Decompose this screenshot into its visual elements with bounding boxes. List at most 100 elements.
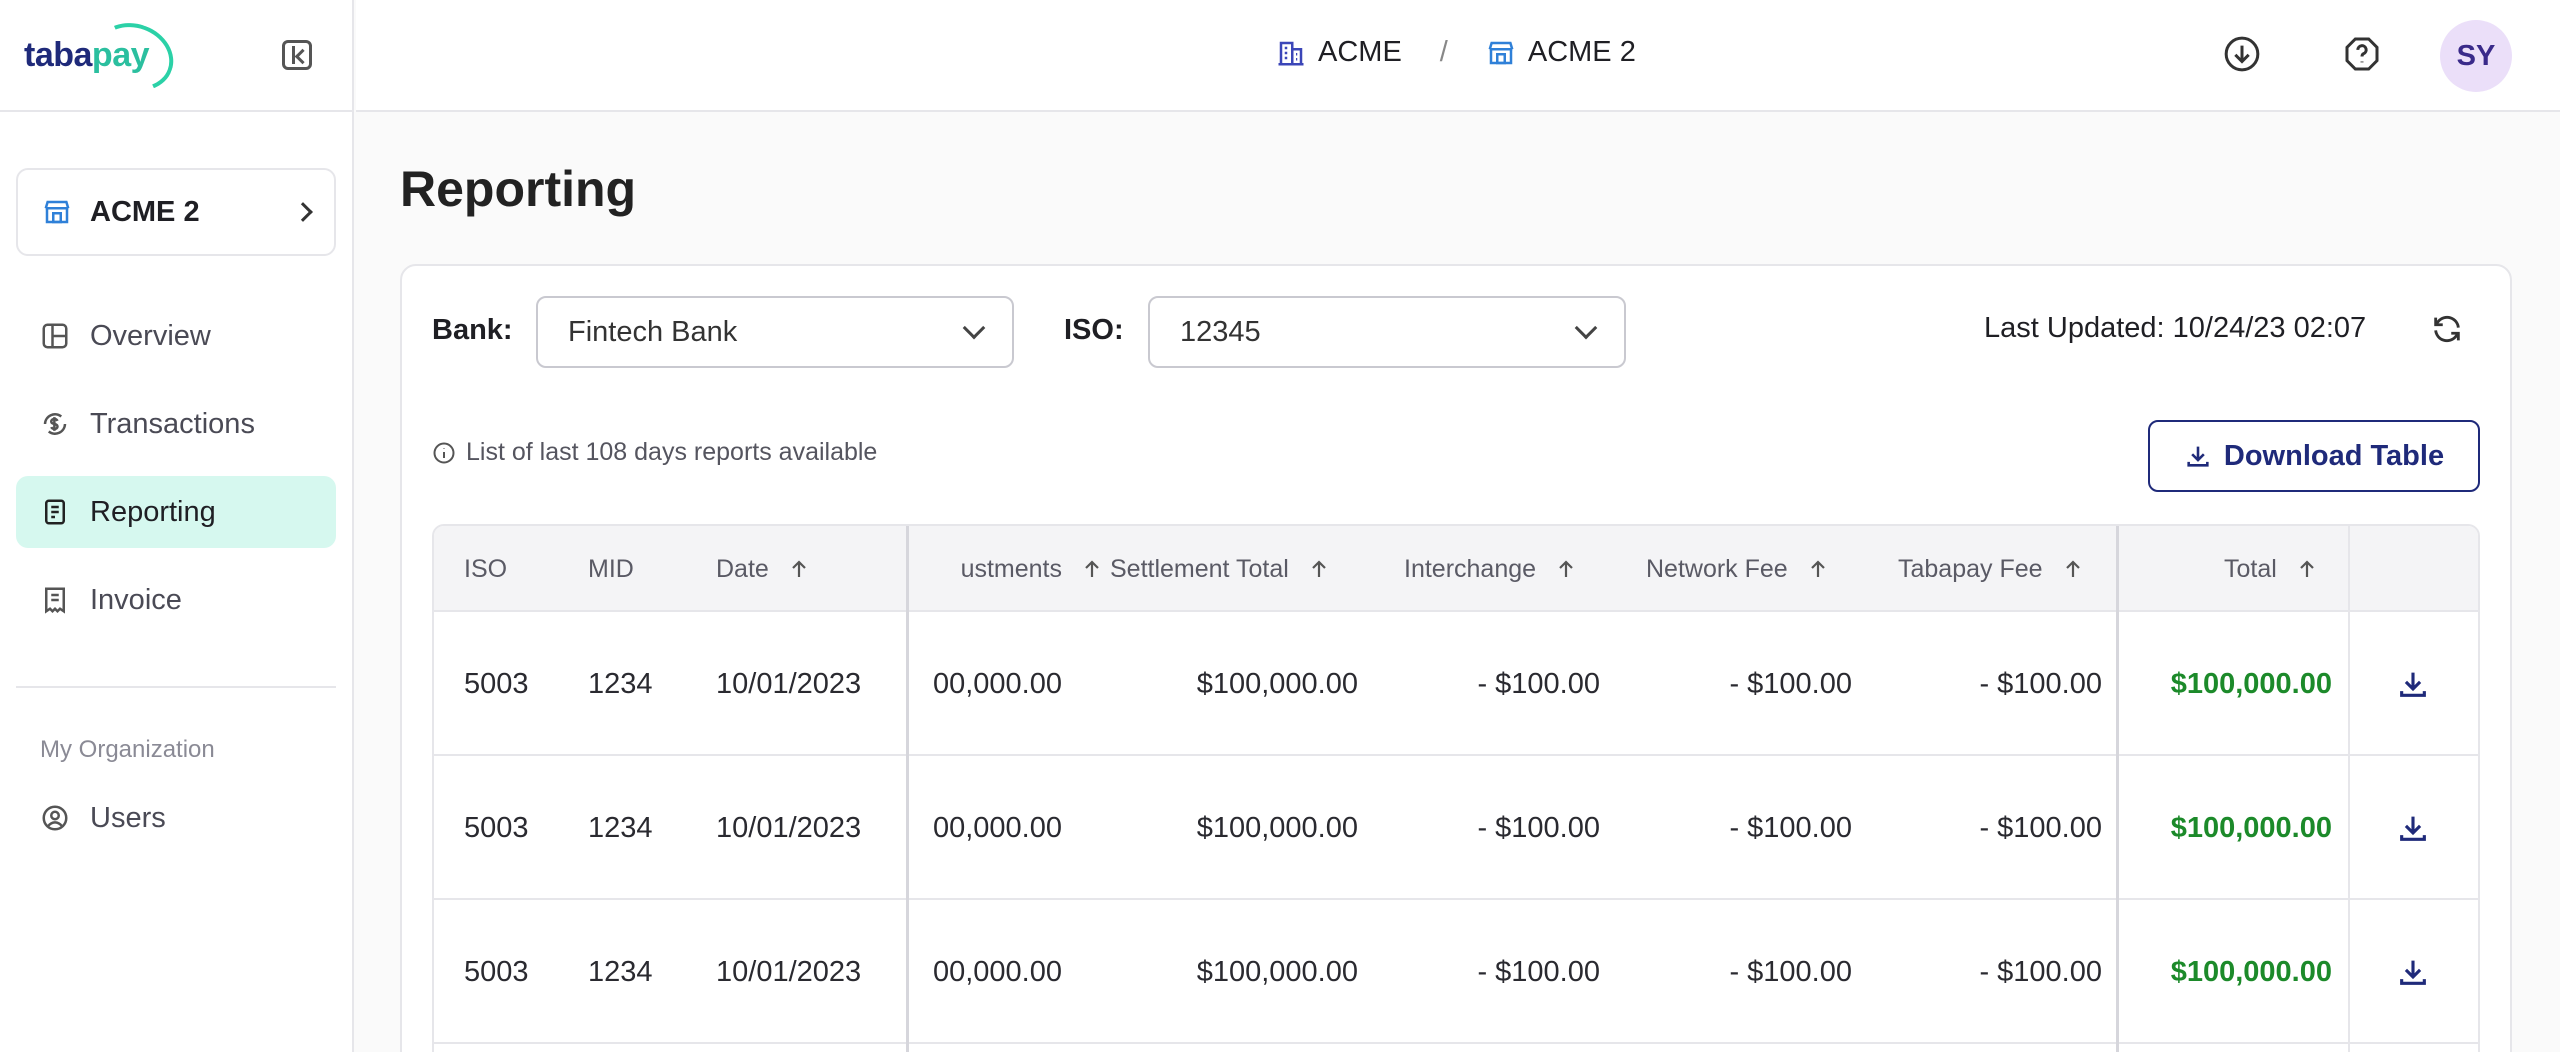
- cell-mid: 1234: [588, 955, 653, 988]
- row-download-button[interactable]: [2396, 756, 2430, 900]
- cell-mid: 1234: [588, 667, 653, 700]
- invoice-icon: [45, 587, 65, 614]
- sidebar-item-label: Invoice: [90, 583, 182, 616]
- avatar[interactable]: SY: [2440, 20, 2512, 92]
- table-row: 5003 1234 10/01/2023 00,000.00 $100,000.…: [434, 900, 2478, 1044]
- sidebar-header: taba pay: [0, 0, 352, 112]
- org-switcher[interactable]: ACME 2: [16, 168, 336, 256]
- cell-date: 10/01/2023: [716, 955, 862, 988]
- logo-text-pay: pay: [91, 35, 150, 74]
- row-download-button[interactable]: [2396, 900, 2430, 1044]
- bank-select[interactable]: Fintech Bank: [536, 296, 1014, 368]
- download-icon: [2400, 816, 2426, 841]
- last-updated-text: Last Updated: 10/24/23 02:07: [1984, 312, 2367, 344]
- breadcrumb-item-acme[interactable]: ACME: [1276, 36, 1402, 69]
- cell-tabapay-fee: - $100.00: [1979, 667, 2102, 700]
- cell-iso: 5003: [464, 955, 529, 988]
- breadcrumb-separator: /: [1439, 36, 1448, 68]
- frozen-column-divider-left: [906, 526, 909, 1052]
- org-nav: Users: [16, 782, 336, 870]
- report-availability-note: List of last 108 days reports available: [432, 438, 877, 467]
- sidebar-divider: [16, 686, 336, 688]
- report-table: ISO MID Date ustments Settlement Total I…: [432, 524, 2480, 1052]
- sidebar-item-label: Reporting: [90, 495, 216, 528]
- store-icon: [1488, 41, 1514, 64]
- download-icon: [2400, 960, 2426, 985]
- sort-arrow-up-icon: [792, 560, 806, 577]
- table-row: 5003 1234 10/01/2023 00,000.00 $100,000.…: [434, 756, 2478, 900]
- cell-tabapay-fee: - $100.00: [1979, 811, 2102, 844]
- column-header-network-fee[interactable]: Network Fee: [1646, 526, 1830, 612]
- info-text: List of last 108 days reports available: [466, 438, 878, 466]
- sidebar-item-users[interactable]: Users: [16, 782, 336, 854]
- cell-date: 10/01/2023: [716, 667, 862, 700]
- sidebar: taba pay ACME 2 Overview Transactions Rep…: [0, 0, 354, 1052]
- cell-adjustments: 00,000.00: [932, 667, 1062, 700]
- cell-settlement-total: $100,000.00: [1196, 667, 1358, 700]
- cell-interchange: - $100.00: [1477, 955, 1600, 988]
- chevron-down-icon: [1574, 316, 1598, 340]
- refresh-icon[interactable]: [2430, 312, 2464, 346]
- document-icon: [45, 499, 65, 525]
- org-switcher-label: ACME 2: [90, 195, 200, 228]
- row-download-button[interactable]: [2396, 612, 2430, 756]
- column-header-interchange[interactable]: Interchange: [1404, 526, 1578, 612]
- sort-arrow-up-icon: [1312, 560, 1326, 577]
- cell-iso: 5003: [464, 811, 529, 844]
- table-header: ISO MID Date ustments Settlement Total I…: [434, 526, 2478, 612]
- sidebar-item-label: Overview: [90, 319, 211, 352]
- download-table-button[interactable]: Download Table: [2148, 420, 2480, 492]
- sort-arrow-up-icon: [2065, 560, 2080, 577]
- bank-select-value: Fintech Bank: [568, 315, 738, 348]
- column-header-iso[interactable]: ISO: [464, 526, 507, 612]
- logo-text-taba: taba: [24, 35, 92, 74]
- sort-arrow-up-icon: [2300, 560, 2314, 577]
- download-icon: [2400, 672, 2426, 697]
- download-icon: [2187, 446, 2209, 467]
- iso-select-value: 12345: [1180, 315, 1261, 348]
- help-icon[interactable]: [2342, 34, 2382, 74]
- iso-select[interactable]: 12345: [1148, 296, 1626, 368]
- column-header-settlement-total[interactable]: Settlement Total: [1110, 526, 1331, 612]
- layout-icon: [42, 323, 68, 349]
- column-header-date[interactable]: Date: [716, 526, 811, 612]
- user-circle-icon: [42, 805, 68, 831]
- cell-settlement-total: $100,000.00: [1196, 955, 1358, 988]
- cell-total: $100,000.00: [2170, 955, 2332, 988]
- frozen-column-divider-right: [2116, 526, 2119, 1052]
- column-header-mid[interactable]: MID: [588, 526, 634, 612]
- column-header-total[interactable]: Total: [2224, 526, 2319, 612]
- column-header-label: Total: [2224, 554, 2277, 583]
- collapse-sidebar-icon[interactable]: [282, 40, 312, 70]
- sidebar-item-transactions[interactable]: Transactions: [16, 388, 336, 460]
- cell-mid: 1234: [588, 811, 653, 844]
- download-table-label: Download Table: [2223, 439, 2445, 472]
- actions-column-divider: [2348, 526, 2350, 1052]
- cell-interchange: - $100.00: [1477, 811, 1600, 844]
- breadcrumb-item-acme-2[interactable]: ACME 2: [1486, 36, 1636, 69]
- store-icon: [44, 200, 70, 224]
- sort-arrow-up-icon: [1559, 560, 1573, 577]
- cell-settlement-total: $100,000.00: [1196, 811, 1358, 844]
- column-header-label: ustments: [960, 554, 1062, 583]
- chevron-down-icon: [962, 316, 986, 340]
- breadcrumb-label: ACME 2: [1527, 36, 1636, 68]
- column-header-label: MID: [588, 554, 634, 583]
- chevron-right-icon: [293, 202, 313, 222]
- logo-swoosh: [85, 11, 183, 102]
- column-header-tabapay-fee[interactable]: Tabapay Fee: [1898, 526, 2085, 612]
- column-header-label: Date: [716, 554, 769, 583]
- download-circle-icon[interactable]: [2222, 34, 2262, 74]
- sidebar-item-overview[interactable]: Overview: [16, 300, 336, 372]
- sidebar-item-reporting[interactable]: Reporting: [16, 476, 336, 548]
- cell-adjustments: 00,000.00: [932, 955, 1062, 988]
- main-nav: Overview Transactions Reporting Invoice: [16, 300, 336, 652]
- tabapay-logo[interactable]: taba pay: [24, 11, 183, 102]
- cell-adjustments: 00,000.00: [932, 811, 1062, 844]
- cell-date: 10/01/2023: [716, 811, 862, 844]
- cell-network-fee: - $100.00: [1729, 955, 1852, 988]
- breadcrumb: ACME / ACME 2: [1276, 36, 1636, 69]
- column-header-adjustments[interactable]: ustments: [908, 526, 1108, 612]
- dollar-cycle-icon: [43, 413, 67, 435]
- sidebar-item-invoice[interactable]: Invoice: [16, 564, 336, 636]
